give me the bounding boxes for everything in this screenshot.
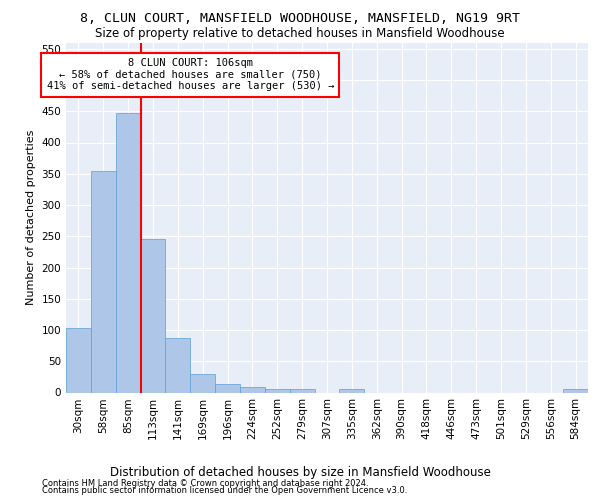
Text: Contains public sector information licensed under the Open Government Licence v3: Contains public sector information licen… (42, 486, 407, 495)
Text: Distribution of detached houses by size in Mansfield Woodhouse: Distribution of detached houses by size … (110, 466, 490, 479)
Text: Size of property relative to detached houses in Mansfield Woodhouse: Size of property relative to detached ho… (95, 28, 505, 40)
Bar (563, 390, 588, 392)
Bar (290, 389, 314, 392)
Bar (66, 328, 91, 392)
Bar (190, 374, 215, 392)
Y-axis label: Number of detached properties: Number of detached properties (26, 130, 36, 305)
Bar (215, 384, 240, 392)
Bar (91, 171, 116, 392)
Text: 8, CLUN COURT, MANSFIELD WOODHOUSE, MANSFIELD, NG19 9RT: 8, CLUN COURT, MANSFIELD WOODHOUSE, MANS… (80, 12, 520, 26)
Bar (265, 389, 290, 392)
Bar (240, 387, 265, 392)
Bar (340, 390, 364, 392)
Text: 8 CLUN COURT: 106sqm
← 58% of detached houses are smaller (750)
41% of semi-deta: 8 CLUN COURT: 106sqm ← 58% of detached h… (47, 58, 334, 92)
Bar (116, 113, 140, 392)
Bar (166, 338, 190, 392)
Bar (140, 239, 166, 392)
Text: Contains HM Land Registry data © Crown copyright and database right 2024.: Contains HM Land Registry data © Crown c… (42, 478, 368, 488)
